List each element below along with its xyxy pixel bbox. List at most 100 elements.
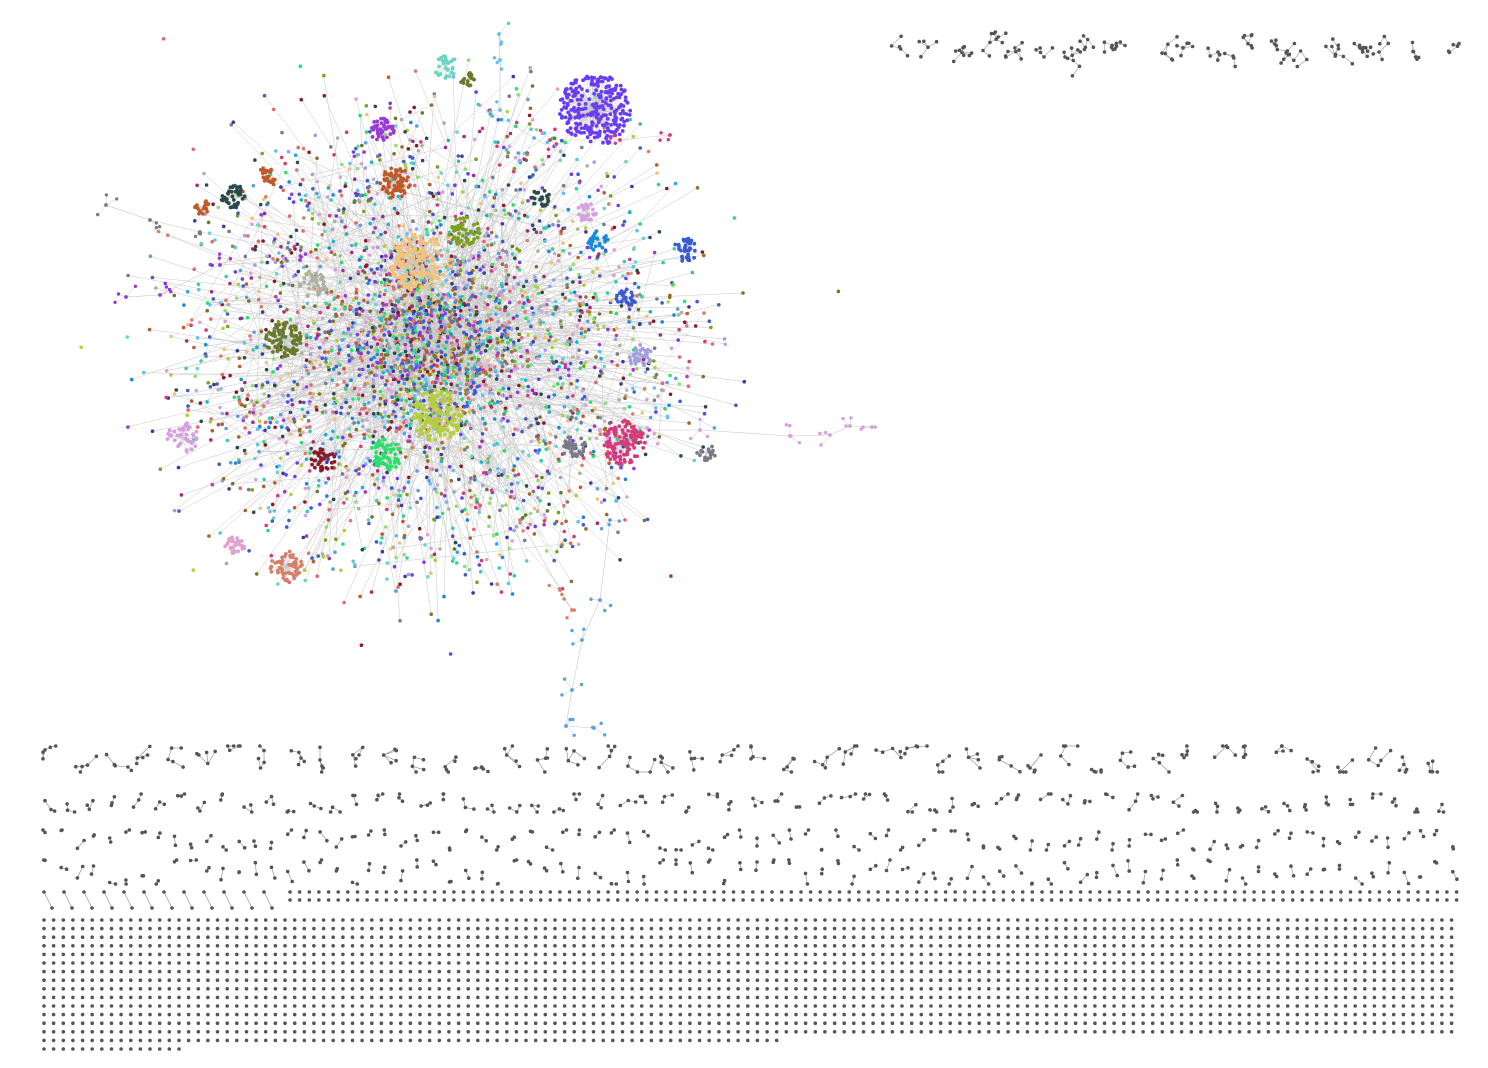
graph-node (306, 486, 311, 490)
graph-node (416, 488, 420, 493)
graph-node (323, 403, 328, 407)
graph-node (526, 389, 530, 393)
graph-node (478, 445, 482, 449)
graph-node (387, 317, 392, 321)
graph-node (303, 486, 308, 491)
graph-node (406, 147, 411, 151)
graph-node (529, 324, 533, 329)
graph-node (326, 457, 330, 461)
graph-node (467, 271, 471, 276)
graph-node (417, 391, 421, 396)
graph-node (298, 400, 303, 404)
graph-node (701, 374, 705, 379)
graph-node (390, 374, 395, 378)
graph-node (483, 305, 487, 310)
graph-node (467, 258, 472, 263)
graph-node (517, 300, 522, 305)
graph-node (524, 417, 528, 421)
graph-node (275, 366, 280, 371)
graph-node (375, 310, 379, 314)
graph-node (548, 327, 552, 331)
graph-edge (581, 254, 600, 334)
graph-node (429, 359, 434, 364)
graph-node (253, 263, 257, 267)
graph-node (574, 416, 578, 421)
graph-edge (239, 271, 429, 367)
graph-node (423, 445, 428, 450)
graph-node (339, 302, 344, 306)
graph-node (350, 416, 355, 421)
graph-node (523, 290, 527, 295)
graph-node (376, 261, 381, 265)
graph-node (487, 501, 492, 506)
graph-node (543, 239, 547, 244)
graph-node (339, 260, 344, 265)
graph-node (560, 382, 565, 386)
graph-node (292, 380, 297, 384)
graph-node (271, 257, 275, 261)
graph-node (525, 295, 530, 300)
graph-node (435, 364, 440, 368)
graph-node (552, 393, 557, 397)
graph-node (497, 163, 502, 167)
graph-node (378, 324, 382, 328)
graph-node (473, 295, 478, 299)
graph-node (517, 211, 521, 216)
graph-node (427, 478, 431, 483)
graph-node (285, 400, 290, 404)
graph-node (495, 328, 500, 333)
graph-node (303, 513, 308, 518)
graph-node (424, 227, 429, 232)
graph-node (553, 205, 557, 209)
graph-node (316, 327, 321, 331)
main-component (79, 21, 877, 737)
graph-node (459, 308, 463, 313)
graph-node (569, 409, 573, 413)
graph-node (470, 293, 475, 298)
graph-node (296, 145, 301, 150)
graph-node (371, 230, 376, 235)
graph-node (334, 410, 339, 415)
graph-node (509, 327, 514, 332)
graph-node (466, 302, 471, 307)
graph-node (547, 249, 551, 253)
graph-node (352, 386, 357, 391)
graph-node (501, 239, 505, 244)
graph-node (519, 181, 523, 185)
graph-edge (373, 435, 524, 501)
graph-node (402, 431, 407, 436)
graph-node (439, 324, 444, 329)
graph-node (519, 354, 523, 359)
graph-node (413, 375, 418, 379)
graph-node (375, 245, 380, 250)
graph-node (304, 358, 309, 363)
graph-node (502, 328, 507, 333)
graph-node (449, 254, 454, 258)
graph-node (383, 361, 387, 365)
graph-node (261, 239, 265, 243)
graph-edge (368, 397, 397, 524)
graph-node (496, 391, 501, 396)
graph-node (446, 336, 450, 340)
graph-node (522, 301, 526, 306)
graph-node (449, 478, 454, 483)
graph-node (300, 375, 304, 380)
graph-node (348, 332, 353, 337)
graph-node (506, 367, 511, 372)
graph-node (618, 343, 622, 348)
graph-node (358, 306, 362, 311)
graph-node (409, 376, 414, 381)
graph-node (390, 302, 394, 307)
graph-node (554, 305, 559, 309)
graph-node (305, 368, 309, 373)
graph-node (409, 408, 413, 413)
graph-node (384, 317, 388, 322)
graph-node (448, 464, 452, 469)
graph-node (505, 396, 509, 401)
graph-node (375, 477, 380, 481)
graph-node (429, 335, 433, 340)
graph-node (303, 451, 308, 456)
graph-node (523, 378, 528, 382)
graph-node (395, 426, 399, 430)
graph-edge (431, 315, 566, 365)
